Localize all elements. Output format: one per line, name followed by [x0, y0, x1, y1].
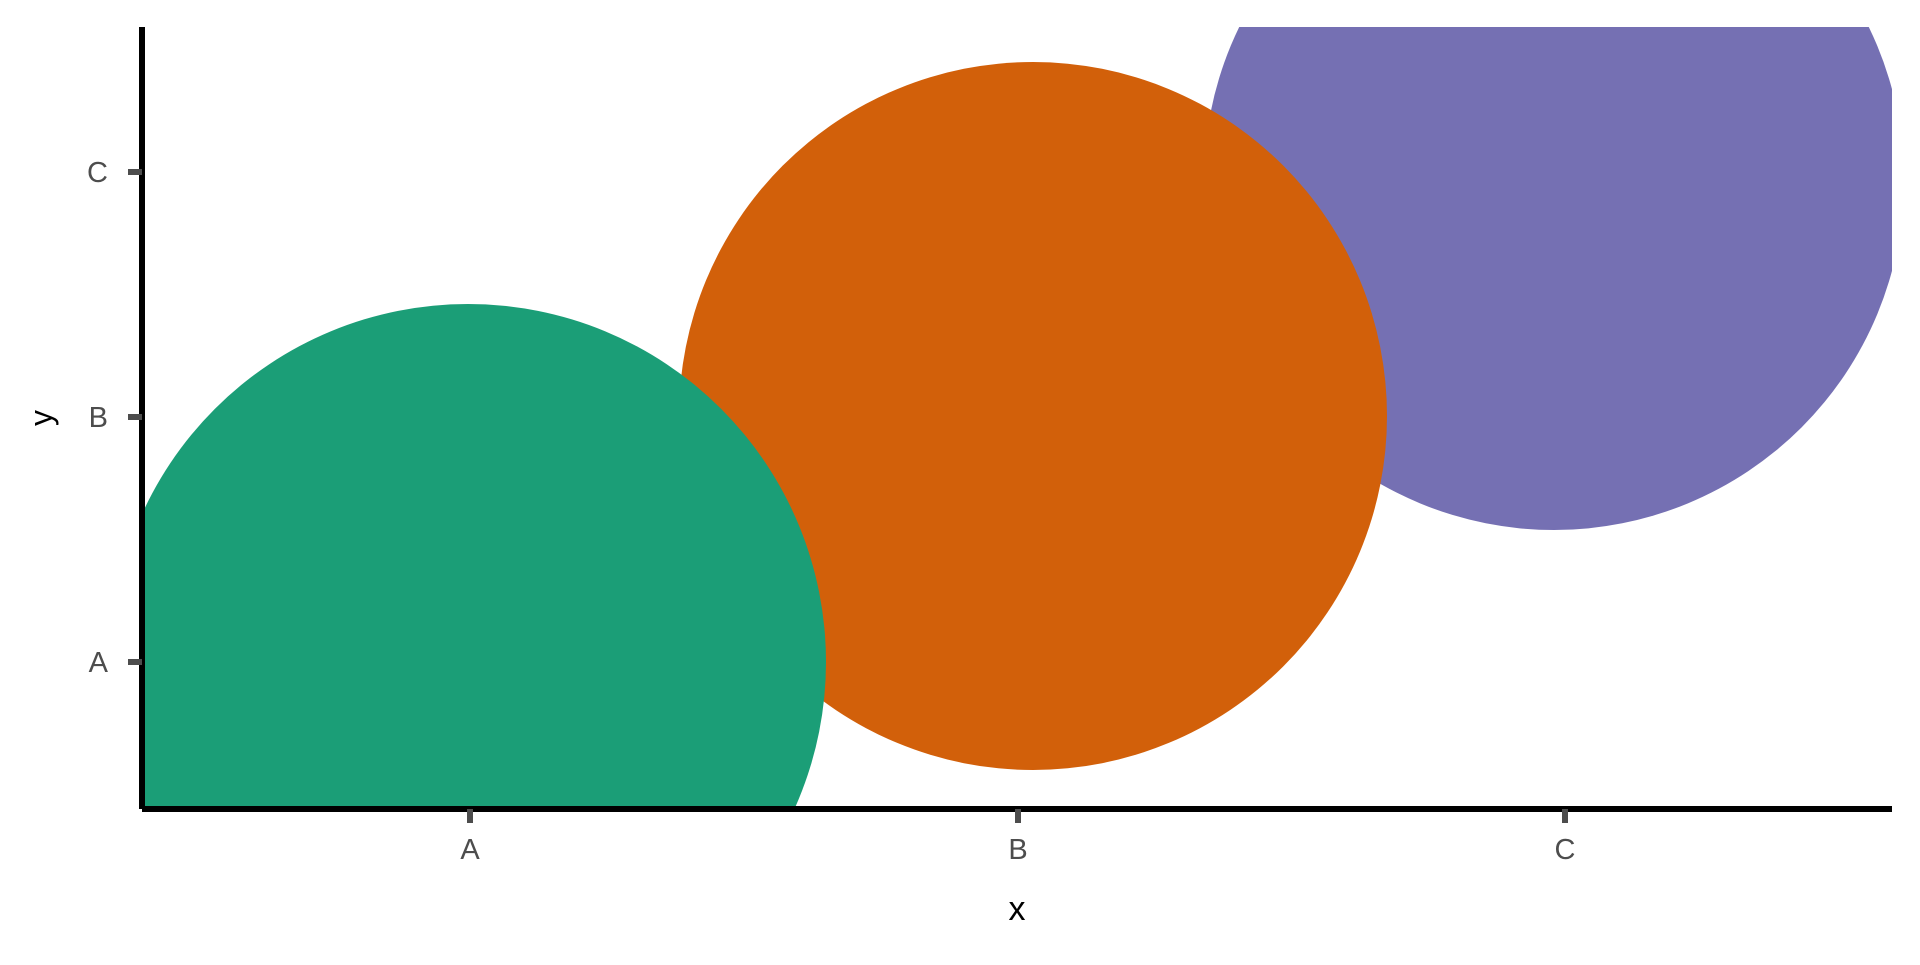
svg-text:y: y — [23, 410, 59, 426]
svg-text:B: B — [89, 402, 108, 434]
svg-text:C: C — [87, 157, 108, 189]
svg-text:C: C — [1555, 834, 1576, 866]
svg-text:x: x — [1009, 890, 1026, 928]
svg-text:B: B — [1008, 834, 1027, 866]
svg-text:A: A — [460, 834, 480, 866]
svg-text:A: A — [89, 647, 109, 679]
